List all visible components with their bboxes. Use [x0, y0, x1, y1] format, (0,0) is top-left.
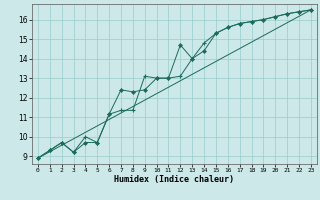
X-axis label: Humidex (Indice chaleur): Humidex (Indice chaleur) [115, 175, 234, 184]
